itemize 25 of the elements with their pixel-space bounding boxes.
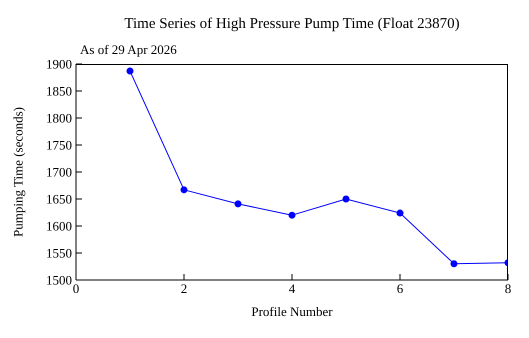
point [126, 68, 134, 75]
point [396, 210, 404, 217]
chart-subtitle: As of 29 Apr 2026 [80, 42, 177, 58]
y-tick-label: 1750 [46, 138, 72, 153]
x-tick-label: 2 [180, 281, 188, 296]
x-tick-label: 0 [72, 281, 80, 296]
y-axis-title: Pumping Time (seconds) [10, 106, 26, 238]
y-tick-label: 1600 [46, 218, 72, 234]
y-tick-label: 1850 [46, 84, 72, 99]
point [234, 200, 242, 208]
point [450, 260, 458, 268]
x-tick-label: 8 [504, 281, 512, 296]
x-tick-label: 6 [396, 281, 404, 296]
y-tick-label: 1650 [46, 192, 72, 207]
y-tick-label: 1800 [46, 110, 72, 126]
point [342, 196, 350, 202]
x-tick-label: 4 [288, 281, 296, 296]
x-axis-title: Profile Number [251, 304, 334, 319]
point [288, 212, 296, 219]
y-tick-label: 1900 [46, 56, 72, 72]
y-tick-label: 1700 [46, 164, 72, 180]
point [180, 186, 188, 194]
y-tick-label: 1550 [46, 246, 72, 261]
y-tick-label: 1500 [46, 272, 72, 288]
chart-title: Time Series of High Pressure Pump Time (Float 23870) [123, 16, 461, 33]
